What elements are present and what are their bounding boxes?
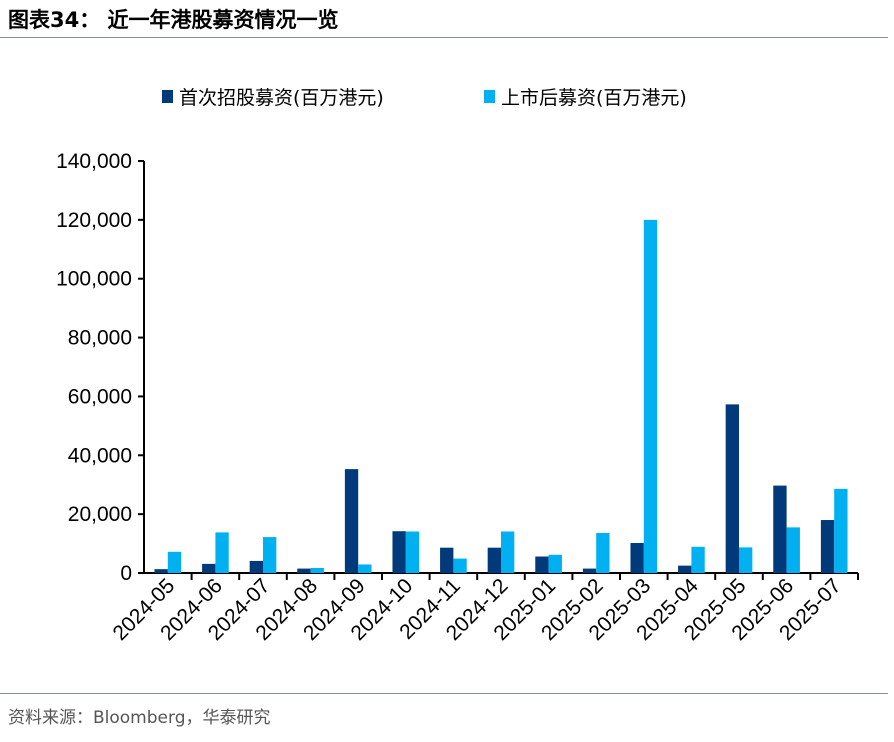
bar-post-ipo	[310, 567, 324, 573]
y-tick-label: 20,000	[68, 503, 132, 526]
y-tick-label: 140,000	[56, 150, 132, 173]
y-tick-label: 120,000	[56, 209, 132, 232]
bar-ipo	[344, 469, 359, 573]
bar-post-ipo	[834, 488, 848, 573]
y-tick-label: 40,000	[68, 444, 132, 467]
bar-post-ipo	[691, 546, 705, 573]
source-note: 资料来源：Bloomberg，华泰研究	[8, 708, 271, 728]
page-title: 图表34： 近一年港股募资情况一览	[8, 8, 339, 32]
bar-post-ipo	[405, 531, 420, 573]
bar-ipo	[297, 568, 311, 573]
bar-post-ipo	[596, 532, 610, 573]
bar-ipo	[392, 531, 406, 573]
bar-post-ipo	[263, 537, 277, 573]
bar-ipo	[535, 556, 549, 573]
bar-post-ipo	[453, 558, 467, 573]
y-tick-label: 60,000	[68, 385, 132, 408]
bar-ipo	[249, 560, 263, 573]
legend-label: 上市后募资(百万港元)	[501, 87, 687, 109]
y-tick-label: 100,000	[56, 268, 132, 291]
bar-post-ipo	[548, 554, 562, 573]
bar-post-ipo	[643, 219, 658, 573]
bar-post-ipo	[358, 564, 372, 573]
bar-ipo	[678, 565, 692, 573]
y-tick-label: 0	[120, 562, 132, 585]
top-divider	[0, 37, 888, 38]
bar-ipo	[820, 520, 835, 573]
bar-post-ipo	[739, 547, 753, 573]
bottom-divider	[0, 693, 888, 694]
bar-ipo	[773, 485, 787, 573]
legend-label: 首次招股募资(百万港元)	[179, 87, 384, 109]
bar-post-ipo	[215, 532, 229, 573]
bar-post-ipo	[167, 551, 182, 573]
bar-ipo	[630, 542, 644, 573]
y-tick-label: 80,000	[68, 327, 132, 350]
bar-post-ipo	[501, 531, 515, 573]
bar-ipo	[582, 568, 597, 573]
legend-swatch	[162, 90, 173, 103]
bar-ipo	[487, 547, 501, 573]
bar-ipo	[725, 404, 739, 573]
legend-swatch	[484, 90, 495, 103]
bar-ipo	[202, 563, 216, 573]
bar-post-ipo	[786, 527, 800, 573]
bar-ipo	[154, 569, 168, 573]
bar-ipo	[440, 547, 454, 573]
